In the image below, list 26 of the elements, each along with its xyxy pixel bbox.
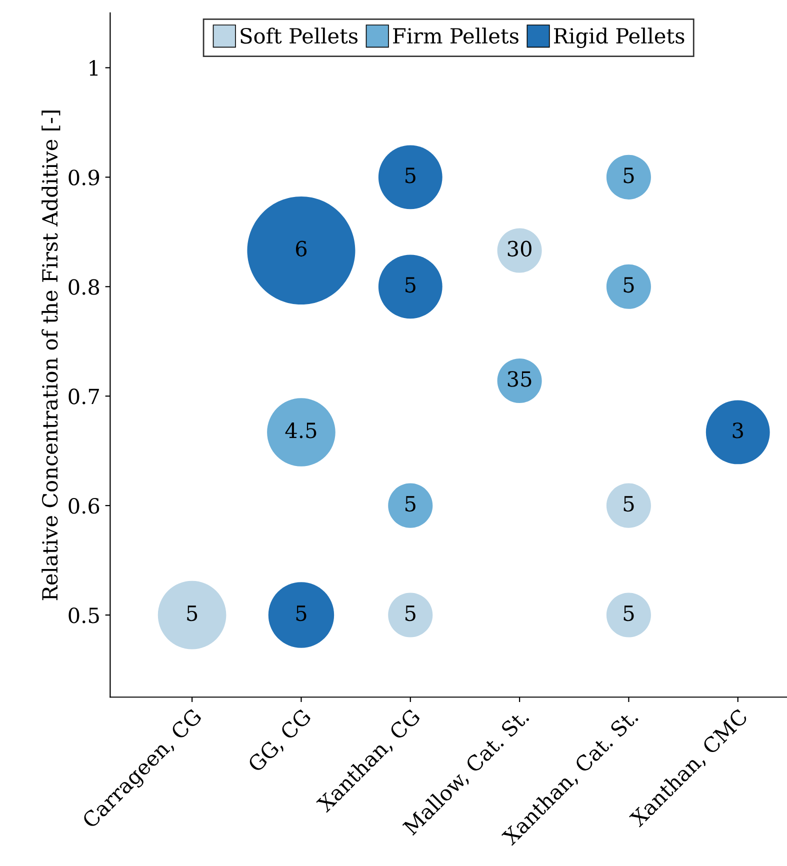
annotation: 5 — [187, 606, 198, 622]
y-tick-label: 0.9 — [68, 170, 100, 186]
y-tick-label: 0.7 — [68, 388, 99, 404]
legend-label: Rigid Pellets — [554, 28, 684, 48]
annotation: 5 — [624, 168, 634, 184]
annotation: 3 — [732, 422, 743, 438]
annotation: 5 — [406, 496, 416, 512]
y-tick-label: 1 — [90, 60, 98, 76]
y-tick-label: 0.5 — [68, 607, 99, 624]
annotation: 5 — [624, 606, 634, 622]
annotation: 30 — [508, 240, 532, 257]
annotation: 5 — [624, 496, 634, 512]
y-tick-label: 0.8 — [68, 279, 100, 295]
annotation: 4.5 — [285, 422, 316, 438]
annotation: 35 — [508, 371, 532, 387]
annotation: 5 — [406, 168, 416, 184]
annotation: 5 — [624, 277, 634, 293]
annotation: 5 — [406, 606, 416, 622]
y-tick-label: 0.6 — [68, 498, 100, 514]
x-tick-label: GG, CG — [246, 708, 314, 775]
y-axis-title: Relative Concentration of the First Additive [-] — [42, 110, 60, 600]
annotation: 5 — [406, 277, 416, 293]
annotation: 6 — [296, 240, 307, 257]
legend-label: Firm Pellets — [393, 28, 518, 44]
annotation: 5 — [296, 606, 306, 622]
legend-label: Soft Pellets — [240, 28, 358, 44]
